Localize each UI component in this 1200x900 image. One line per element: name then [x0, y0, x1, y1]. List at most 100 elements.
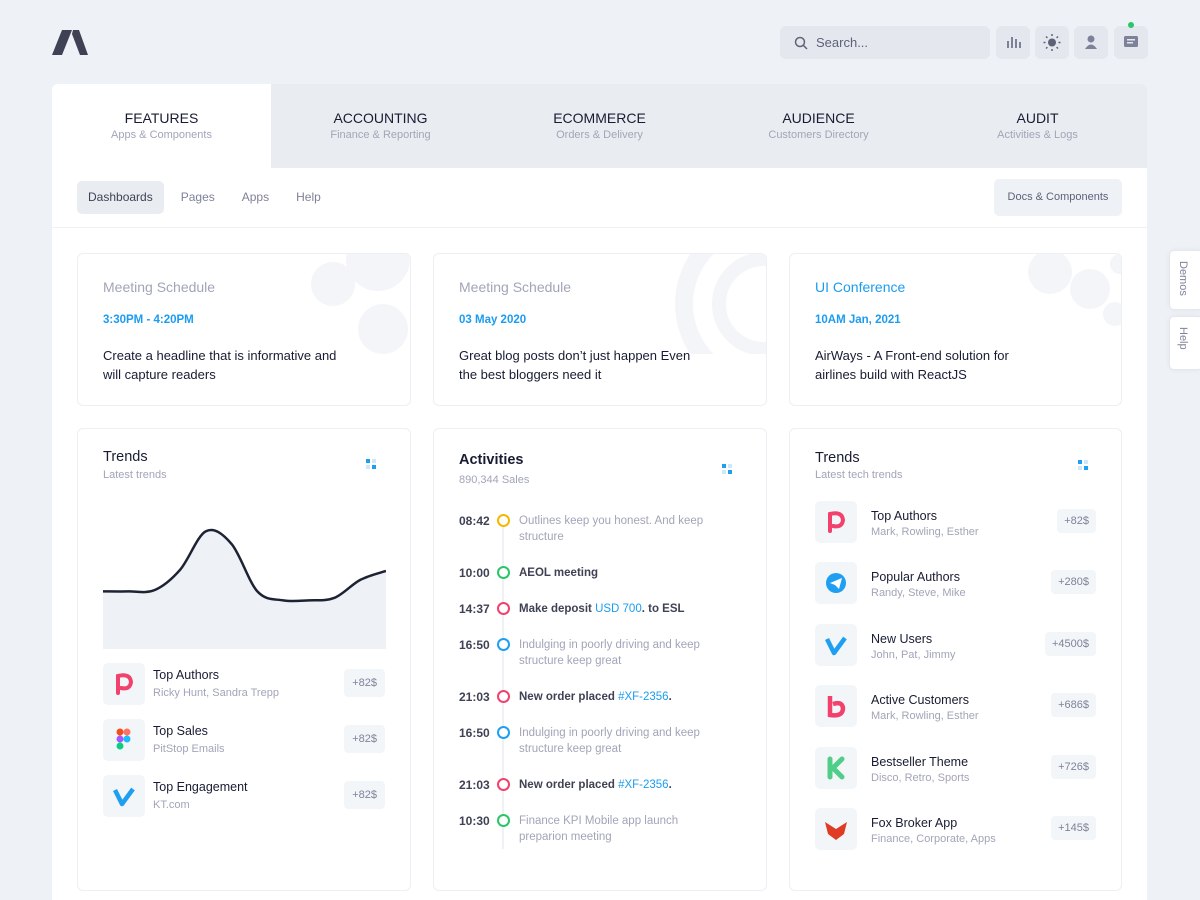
- glyph: [828, 511, 846, 533]
- item-subtitle: John, Pat, Jimmy: [871, 648, 956, 661]
- glyph: [123, 728, 131, 736]
- card-subtitle: 890,344 Sales: [459, 474, 530, 486]
- search-placeholder: Search...: [816, 35, 869, 50]
- card-text: Great blog posts don’t just happen Even …: [459, 348, 691, 382]
- timeline-item: 10:30 Finance KPI Mobile app launch prepa…: [459, 813, 749, 845]
- timeline-text-part: New order placed: [519, 779, 619, 791]
- card-title: Meeting Schedule: [459, 279, 572, 295]
- menu-dot: [366, 465, 370, 469]
- logo[interactable]: [52, 30, 88, 55]
- timeline-text: Finance KPI Mobile app launch preparion …: [519, 813, 719, 845]
- icon-glyph: [116, 673, 134, 695]
- timeline-time: 08:42: [459, 514, 490, 528]
- docs-button[interactable]: Docs & Components: [994, 179, 1122, 216]
- tab-title: AUDIT: [1016, 110, 1059, 126]
- item-icon: [103, 719, 145, 761]
- timeline-text: New order placed #XF-2356.: [519, 689, 719, 705]
- nav-tab[interactable]: FEATURES Apps & Components: [52, 84, 271, 168]
- timeline-dot: [497, 726, 510, 739]
- card-decoration: [1028, 254, 1121, 326]
- card-meta: 3:30PM - 4:20PM: [103, 314, 194, 326]
- menu-icon[interactable]: [1078, 460, 1088, 470]
- menu-dot: [1084, 466, 1088, 470]
- item-badge: +686$: [1051, 693, 1096, 718]
- tab-subtitle: Orders & Delivery: [556, 129, 643, 141]
- glyph: [827, 696, 846, 718]
- item-title: Fox Broker App: [871, 816, 958, 830]
- tab-title: ACCOUNTING: [333, 110, 428, 126]
- card-title: Meeting Schedule: [103, 279, 216, 295]
- glyph: [116, 742, 124, 750]
- item-icon: [815, 501, 857, 543]
- stats-button[interactable]: [996, 26, 1030, 59]
- timeline-item: 16:50 Indulging in poorly driving and kee…: [459, 725, 749, 757]
- menu-dot: [366, 459, 370, 463]
- info-card: UI Conference 10AM Jan, 2021 AirWays - A F…: [789, 253, 1122, 406]
- subnav-item[interactable]: Help: [296, 190, 321, 204]
- tab-subtitle: Apps & Components: [111, 129, 212, 141]
- tab-subtitle: Activities & Logs: [997, 129, 1078, 141]
- timeline-item: 10:00 AEOL meeting: [459, 565, 749, 581]
- card-text: Create a headline that is informative an…: [103, 348, 337, 382]
- item-badge: +82$: [344, 725, 385, 753]
- subnav-item[interactable]: Pages: [180, 190, 215, 204]
- timeline-item: 14:37 Make deposit USD 700. to ESL: [459, 601, 749, 617]
- trends-card: Trends Latest trends Top Authors Ricky Hunt…: [77, 428, 411, 891]
- subnav-item[interactable]: Apps: [241, 190, 270, 204]
- chat-button[interactable]: [1114, 26, 1148, 59]
- activities-card: Activities 890,344 Sales 08:42 Outlines kee…: [433, 428, 767, 891]
- nav-tab[interactable]: ECOMMERCE Orders & Delivery: [490, 84, 709, 168]
- user-button[interactable]: [1074, 26, 1108, 59]
- timeline-time: 10:00: [459, 566, 490, 580]
- sun-icon: [1043, 34, 1061, 51]
- item-subtitle: Ricky Hunt, Sandra Trepp: [153, 687, 279, 699]
- timeline-time: 16:50: [459, 726, 490, 740]
- item-title: Bestseller Theme: [871, 754, 969, 769]
- glyph: [824, 636, 847, 656]
- menu-icon[interactable]: [366, 459, 376, 469]
- menu-icon[interactable]: [722, 464, 732, 474]
- timeline-text: Outlines keep you honest. And keep struc…: [519, 513, 719, 545]
- menu-dot: [728, 470, 732, 474]
- item-badge: +4500$: [1044, 631, 1096, 656]
- item-subtitle: Randy, Steve, Mike: [871, 587, 966, 600]
- icon-glyph: [827, 696, 846, 718]
- nav-tab[interactable]: AUDIT Activities & Logs: [928, 84, 1147, 168]
- icon-glyph: [116, 728, 131, 750]
- tech-trends-card: Trends Latest tech trends Top Authors Mark,…: [789, 428, 1122, 891]
- timeline-text-part: AEOL meeting: [519, 567, 599, 579]
- timeline-dot: [497, 778, 510, 791]
- item-subtitle: Disco, Retro, Sports: [871, 771, 970, 784]
- side-tab[interactable]: Demos: [1169, 250, 1200, 310]
- timeline-dot: [497, 602, 510, 615]
- timeline-link[interactable]: #XF-2356: [618, 691, 669, 703]
- timeline-dot: [497, 514, 510, 527]
- tab-subtitle: Customers Directory: [768, 129, 869, 141]
- card-title: UI Conference: [815, 279, 906, 295]
- subnav-item[interactable]: Dashboards: [77, 181, 164, 214]
- item-title: Active Customers: [871, 693, 969, 708]
- item-badge: +280$: [1051, 570, 1096, 595]
- side-tab[interactable]: Help: [1169, 316, 1200, 370]
- info-card: Meeting Schedule 03 May 2020 Great blog po…: [433, 253, 767, 406]
- item-icon: [815, 562, 857, 605]
- nav-tab[interactable]: AUDIENCE Customers Directory: [709, 84, 928, 168]
- item-icon: [815, 808, 857, 850]
- item-title: New Users: [871, 631, 933, 646]
- timeline-link[interactable]: #XF-2356: [618, 779, 669, 791]
- item-subtitle: Finance, Corporate, Apps: [871, 833, 996, 845]
- item-badge: +82$: [1057, 509, 1096, 533]
- timeline-link[interactable]: USD 700: [595, 603, 642, 615]
- item-icon: [815, 623, 857, 666]
- timeline-item: 21:03 New order placed #XF-2356.: [459, 777, 749, 793]
- timeline-time: 21:03: [459, 690, 490, 704]
- theme-button[interactable]: [1035, 26, 1069, 59]
- timeline-dot: [497, 690, 510, 703]
- item-icon: [815, 685, 857, 728]
- search-box[interactable]: [780, 26, 990, 59]
- nav-tab[interactable]: ACCOUNTING Finance & Reporting: [271, 84, 490, 168]
- card-meta: 03 May 2020: [459, 314, 527, 326]
- icon-glyph: [828, 511, 846, 533]
- timeline-dot: [497, 814, 510, 827]
- info-card: Meeting Schedule 3:30PM - 4:20PM Create a …: [77, 253, 411, 406]
